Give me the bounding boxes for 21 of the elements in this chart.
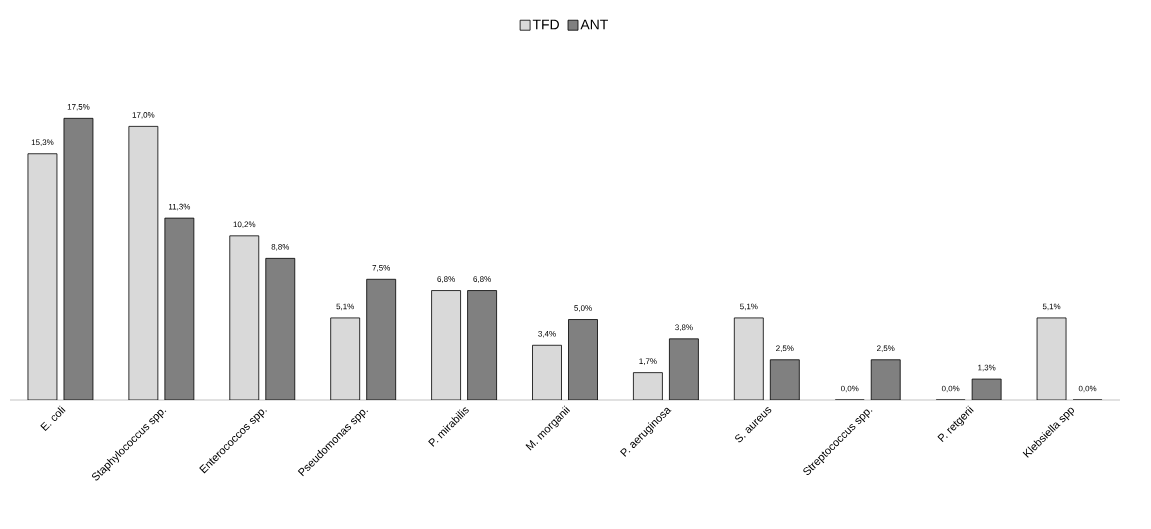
bar	[568, 319, 598, 400]
bar	[467, 290, 497, 400]
bar	[1036, 317, 1067, 400]
bar	[330, 317, 361, 400]
bar	[633, 372, 663, 400]
bar	[669, 338, 699, 400]
bar	[769, 359, 800, 400]
bar	[431, 290, 461, 400]
bar	[63, 117, 94, 400]
bar	[733, 317, 764, 400]
legend-label: TFD	[532, 19, 559, 30]
bar	[265, 257, 296, 400]
bar	[532, 344, 562, 400]
bar	[128, 125, 159, 400]
bar	[229, 235, 260, 400]
bar	[27, 153, 58, 400]
x-tick-label: E. coli	[40, 405, 66, 432]
bar	[870, 359, 901, 400]
legend-label: ANT	[580, 19, 608, 30]
bar	[366, 278, 397, 400]
bar	[164, 217, 195, 400]
